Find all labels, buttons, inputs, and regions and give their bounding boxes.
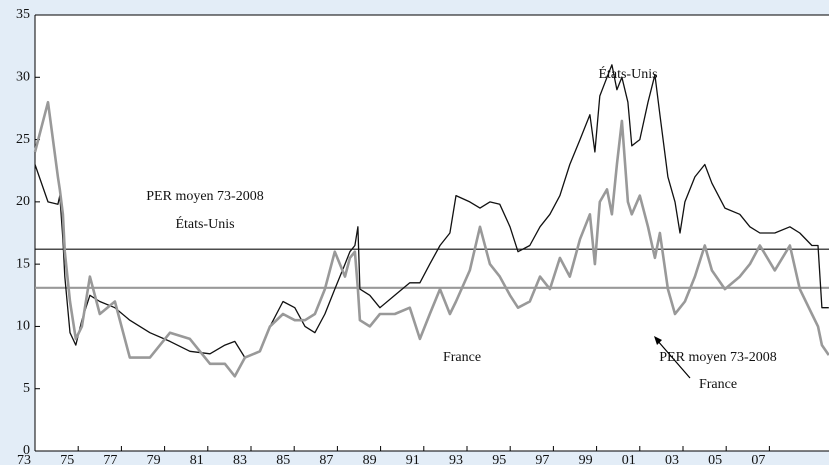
y-tick-label: 30	[16, 70, 30, 85]
x-tick-label: 97	[535, 453, 549, 465]
reference-label: États-Unis	[175, 215, 234, 232]
series-line	[34, 64, 829, 359]
x-tick-label: 05	[708, 453, 722, 465]
x-tick-label: 85	[276, 453, 290, 465]
x-tick-label: 79	[147, 453, 161, 465]
x-tick-label: 07	[751, 453, 765, 465]
series-label: États-Unis	[598, 65, 657, 82]
plot-area	[35, 15, 829, 451]
reference-label: PER moyen 73-2008	[146, 189, 263, 204]
x-tick-label: 03	[665, 453, 679, 465]
x-tick-label: 81	[190, 453, 204, 465]
x-tick-label: 89	[363, 453, 377, 465]
x-tick-label: 77	[103, 453, 117, 465]
x-tick-label: 93	[449, 453, 463, 465]
reference-label: France	[699, 377, 737, 392]
x-tick-label: 83	[233, 453, 247, 465]
y-tick-label: 20	[16, 194, 30, 209]
x-tick-label: 75	[60, 453, 74, 465]
x-tick-label: 87	[319, 453, 333, 465]
x-tick-label: 01	[622, 453, 636, 465]
x-tick-label: 91	[406, 453, 420, 465]
y-tick-label: 25	[16, 132, 30, 147]
x-tick-label: 95	[492, 453, 506, 465]
arrow-head	[654, 336, 662, 345]
x-tick-label: 73	[17, 453, 31, 465]
reference-label: PER moyen 73-2008	[659, 350, 776, 365]
series-label: France	[443, 350, 481, 365]
y-tick-label: 35	[16, 7, 30, 22]
series-line	[33, 100, 829, 378]
x-tick-label: 99	[579, 453, 593, 465]
y-tick-label: 10	[16, 319, 30, 334]
arrow	[656, 339, 691, 379]
y-tick-label: 15	[16, 256, 30, 271]
y-tick-label: 0	[23, 443, 30, 458]
y-tick-label: 5	[23, 381, 30, 396]
